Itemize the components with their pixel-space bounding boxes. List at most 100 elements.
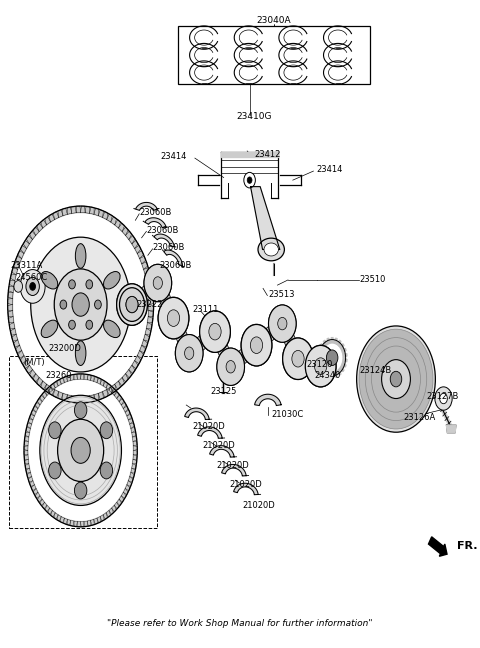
Polygon shape bbox=[9, 280, 15, 286]
Polygon shape bbox=[51, 511, 55, 517]
Polygon shape bbox=[132, 459, 137, 464]
Polygon shape bbox=[91, 520, 94, 526]
Circle shape bbox=[440, 393, 447, 404]
Ellipse shape bbox=[292, 351, 304, 367]
Polygon shape bbox=[446, 425, 456, 433]
Polygon shape bbox=[30, 481, 35, 487]
Text: 21020D: 21020D bbox=[229, 480, 262, 489]
Polygon shape bbox=[74, 374, 77, 380]
Polygon shape bbox=[77, 374, 81, 379]
Polygon shape bbox=[12, 334, 18, 341]
Polygon shape bbox=[24, 441, 28, 446]
Polygon shape bbox=[142, 340, 148, 347]
Polygon shape bbox=[334, 338, 337, 344]
Polygon shape bbox=[133, 446, 137, 450]
Polygon shape bbox=[94, 376, 97, 382]
Polygon shape bbox=[33, 227, 39, 235]
Ellipse shape bbox=[283, 338, 313, 380]
Polygon shape bbox=[145, 274, 151, 281]
Polygon shape bbox=[81, 374, 84, 379]
Polygon shape bbox=[119, 496, 124, 502]
Polygon shape bbox=[26, 365, 33, 373]
Polygon shape bbox=[149, 305, 154, 310]
Polygon shape bbox=[8, 299, 12, 305]
Polygon shape bbox=[67, 395, 72, 402]
Polygon shape bbox=[26, 428, 30, 433]
Polygon shape bbox=[33, 489, 38, 494]
Polygon shape bbox=[74, 521, 77, 527]
Polygon shape bbox=[13, 262, 20, 270]
Bar bbox=[178, 26, 370, 84]
Polygon shape bbox=[49, 387, 55, 395]
Circle shape bbox=[20, 270, 45, 303]
Text: 21020D: 21020D bbox=[243, 501, 276, 510]
Polygon shape bbox=[142, 262, 148, 270]
Polygon shape bbox=[251, 187, 280, 249]
Polygon shape bbox=[172, 308, 217, 360]
Polygon shape bbox=[15, 256, 22, 264]
Polygon shape bbox=[81, 206, 85, 213]
Circle shape bbox=[74, 402, 87, 419]
Ellipse shape bbox=[217, 348, 244, 386]
Polygon shape bbox=[94, 518, 97, 524]
Polygon shape bbox=[123, 489, 128, 494]
Polygon shape bbox=[103, 513, 108, 519]
Polygon shape bbox=[129, 365, 135, 373]
Text: 21030C: 21030C bbox=[271, 410, 303, 419]
Polygon shape bbox=[127, 481, 132, 487]
Text: 23111: 23111 bbox=[192, 305, 218, 314]
Polygon shape bbox=[25, 432, 29, 437]
Polygon shape bbox=[130, 423, 134, 428]
Polygon shape bbox=[106, 511, 110, 517]
Circle shape bbox=[363, 334, 429, 424]
Polygon shape bbox=[111, 216, 117, 225]
Polygon shape bbox=[18, 351, 24, 358]
Polygon shape bbox=[31, 410, 36, 416]
Polygon shape bbox=[58, 210, 63, 218]
Polygon shape bbox=[71, 520, 74, 526]
Polygon shape bbox=[117, 395, 121, 402]
Polygon shape bbox=[137, 351, 144, 358]
Polygon shape bbox=[53, 389, 59, 397]
Circle shape bbox=[14, 281, 23, 292]
Polygon shape bbox=[40, 395, 45, 402]
Polygon shape bbox=[132, 437, 137, 441]
Polygon shape bbox=[213, 321, 258, 374]
Ellipse shape bbox=[241, 325, 272, 366]
Ellipse shape bbox=[268, 305, 296, 342]
Polygon shape bbox=[30, 369, 36, 378]
Polygon shape bbox=[119, 223, 124, 231]
Text: 23311A: 23311A bbox=[11, 261, 43, 270]
Polygon shape bbox=[97, 516, 101, 523]
Ellipse shape bbox=[126, 296, 138, 313]
Polygon shape bbox=[8, 305, 12, 310]
Polygon shape bbox=[35, 402, 40, 408]
Ellipse shape bbox=[268, 305, 296, 342]
Polygon shape bbox=[119, 378, 124, 386]
Polygon shape bbox=[140, 256, 146, 264]
Polygon shape bbox=[109, 386, 113, 393]
Polygon shape bbox=[132, 464, 136, 469]
Polygon shape bbox=[57, 380, 61, 386]
Text: 23410G: 23410G bbox=[237, 112, 272, 121]
Text: 23060B: 23060B bbox=[153, 243, 185, 252]
Circle shape bbox=[86, 280, 93, 289]
Polygon shape bbox=[103, 212, 108, 220]
Ellipse shape bbox=[153, 277, 162, 289]
Polygon shape bbox=[30, 231, 36, 240]
Text: 23125: 23125 bbox=[210, 387, 236, 396]
Polygon shape bbox=[321, 365, 325, 371]
Text: 21020D: 21020D bbox=[192, 422, 225, 431]
Circle shape bbox=[26, 277, 39, 295]
Polygon shape bbox=[145, 218, 166, 227]
Polygon shape bbox=[45, 384, 50, 393]
Ellipse shape bbox=[258, 238, 284, 260]
Polygon shape bbox=[94, 393, 99, 401]
Polygon shape bbox=[60, 378, 64, 384]
Polygon shape bbox=[8, 292, 13, 299]
Polygon shape bbox=[135, 246, 141, 253]
Polygon shape bbox=[90, 395, 94, 402]
Polygon shape bbox=[331, 338, 334, 343]
Text: FR.: FR. bbox=[457, 540, 478, 551]
Polygon shape bbox=[98, 391, 103, 399]
